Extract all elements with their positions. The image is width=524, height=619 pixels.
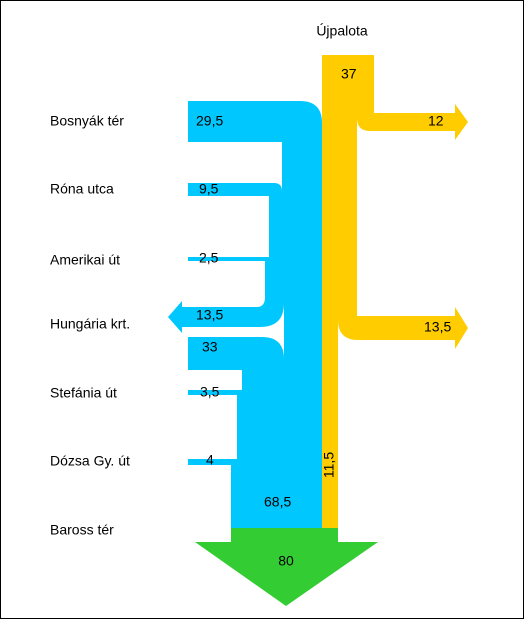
flow-value: 13,5 [424,319,451,335]
node-label: Baross tér [50,522,114,538]
flow-value: 11,5 [321,452,337,478]
blue-flow [188,459,237,530]
yellow-down-band [322,55,338,530]
flow-value: 68,5 [264,494,291,510]
node-label: Stefánia út [50,385,117,401]
blue-flow [188,337,284,530]
node-label: Dózsa Gy. út [50,453,130,469]
node-label: Bosnyák tér [50,113,124,129]
source-label: Újpalota [316,23,368,39]
flow-value: 29,5 [196,113,223,129]
flow-value: 13,5 [196,307,223,323]
flow-value: 33 [202,339,218,355]
blue-out-arrow [168,290,284,333]
yellow-branch-right [357,100,468,140]
flow-value: 3,5 [200,384,220,400]
blue-band [284,290,322,530]
flow-value: 9,5 [199,181,219,197]
total-arrow [195,528,378,606]
flow-value: 12 [428,113,444,129]
blue-flow [188,183,282,300]
flow-value: 37 [341,66,357,82]
node-label: Amerikai út [50,252,120,268]
flow-value: 4 [206,452,214,468]
node-label: Hungária krt. [50,316,130,332]
flow-value: 80 [278,553,294,569]
blue-flow [188,101,322,300]
yellow-branch-right [338,100,468,349]
node-label: Róna utca [50,181,114,197]
flow-value: 2,5 [199,250,219,266]
